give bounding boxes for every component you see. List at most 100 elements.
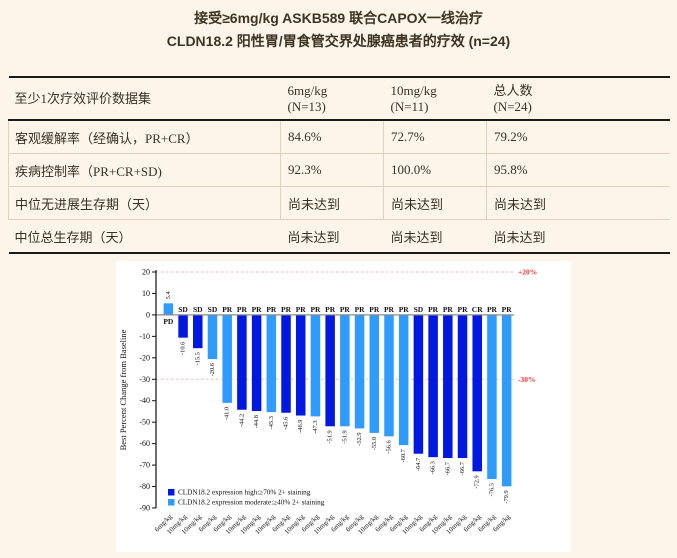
cell-value: 79.2% <box>486 119 670 154</box>
value-label: -64.7 <box>415 457 422 471</box>
value-label: -72.9 <box>474 475 481 488</box>
y-tick-label: 0 <box>146 310 150 319</box>
bar <box>457 314 468 459</box>
value-label: -20.6 <box>209 363 216 376</box>
header-col-6mg-n: (N=13) <box>287 98 326 114</box>
response-label: PR <box>266 305 277 314</box>
bar <box>163 303 174 315</box>
response-label: SD <box>178 305 188 314</box>
response-label: PR <box>355 305 366 314</box>
row-label: 客观缓解率（经确认，PR+CR） <box>8 119 281 154</box>
title-line-1: 接受≥6mg/kg ASKB589 联合CAPOX一线治疗 <box>194 10 483 26</box>
header-col-10mg-label: 10mg/kg <box>390 82 437 98</box>
response-label: PR <box>487 305 498 314</box>
bar <box>472 314 482 472</box>
value-label: 5.4 <box>165 291 172 300</box>
value-label: -44.2 <box>238 414 245 427</box>
response-label: PR <box>252 305 263 314</box>
cell-value: 95.8% <box>486 153 670 187</box>
waterfall-chart-panel: +20% -30% 20 10 0 -10 -20 -30 -40 -50 -60 -70 -80 -90… <box>116 261 571 552</box>
value-label: -51.9 <box>341 430 348 443</box>
y-tick-label: -40 <box>139 396 150 405</box>
table-row-pfs: 中位无进展生存期（天） 尚未达到 尚未达到 尚未达到 <box>8 186 670 220</box>
response-label: CR <box>472 305 483 314</box>
header-dataset: 至少1次疗效评价数据集 <box>8 77 281 121</box>
response-label: PR <box>310 305 321 314</box>
bar <box>281 314 291 413</box>
response-label: PR <box>428 305 439 314</box>
header-col-10mg: 10mg/kg (N=11) <box>383 77 487 121</box>
value-label: -66.7 <box>444 461 451 475</box>
waterfall-chart-svg: +20% -30% 20 10 0 -10 -20 -30 -40 -50 -60 -70 -80 -90… <box>118 268 537 537</box>
value-label: -52.9 <box>356 432 363 445</box>
y-tick-label: -50 <box>139 418 150 427</box>
cell-value: 尚未达到 <box>280 219 384 253</box>
bar <box>369 314 380 433</box>
response-label: PR <box>384 305 395 314</box>
value-label: -76.5 <box>488 483 495 496</box>
cell-value: 100.0% <box>383 153 487 187</box>
cell-value: 尚未达到 <box>486 219 670 253</box>
bar <box>266 314 277 413</box>
value-label: -44.8 <box>253 415 260 428</box>
table-row-os: 中位总生存期（天） 尚未达到 尚未达到 尚未达到 <box>8 219 670 253</box>
bar <box>443 314 453 459</box>
header-col-10mg-n: (N=11) <box>390 98 429 114</box>
response-label: PR <box>325 305 336 314</box>
response-label: PR <box>443 305 454 314</box>
legend-swatch <box>168 489 175 496</box>
reference-line-label: +20% <box>518 268 537 277</box>
title-line-2: CLDN18.2 阳性胃/胃食管交界处腺癌患者的疗效 (n=24) <box>166 33 511 49</box>
value-label: -10.6 <box>180 342 187 355</box>
y-tick-label: -80 <box>139 482 150 491</box>
value-label: -47.3 <box>312 420 319 433</box>
bar <box>413 314 424 454</box>
response-label: PR <box>222 305 233 314</box>
bar <box>178 314 188 338</box>
y-tick-label: -20 <box>139 353 150 362</box>
y-tick-label: -90 <box>139 504 150 513</box>
y-axis-title: Best Percent Change from Baseline <box>118 329 128 450</box>
cell-value: 72.7% <box>383 119 487 154</box>
bar <box>325 314 335 427</box>
value-label: -45.6 <box>283 417 290 430</box>
y-tick-label: -30 <box>139 375 150 384</box>
response-label: PR <box>340 305 351 314</box>
response-label: PR <box>281 305 292 314</box>
value-label: -66.3 <box>430 461 437 474</box>
response-label: PD <box>163 317 174 326</box>
y-tick-label: 10 <box>142 289 150 298</box>
response-label: PR <box>237 305 248 314</box>
header-col-6mg: 6mg/kg (N=13) <box>280 77 384 121</box>
bar <box>310 314 321 417</box>
value-label: -66.7 <box>459 461 466 475</box>
value-label: -79.9 <box>503 490 510 503</box>
bar <box>251 314 262 412</box>
response-label: PR <box>399 305 410 314</box>
bar <box>384 314 394 437</box>
y-tick-label: -60 <box>139 439 150 448</box>
value-label: -56.6 <box>385 440 392 453</box>
legend-swatch <box>168 499 175 506</box>
cell-value: 尚未达到 <box>383 186 487 220</box>
bar <box>207 314 218 360</box>
legend-label: CLDN18.2 expression high:≥70% 2+ stainin… <box>178 489 311 497</box>
bar <box>501 314 512 487</box>
response-label: PR <box>458 305 469 314</box>
bar <box>487 314 497 480</box>
value-label: -46.9 <box>297 420 304 433</box>
y-tick-label: 20 <box>142 268 150 277</box>
value-label: -15.5 <box>194 352 201 365</box>
response-label: PR <box>369 305 380 314</box>
y-tick-label: -70 <box>139 461 150 470</box>
bar <box>354 314 365 429</box>
page-title: 接受≥6mg/kg ASKB589 联合CAPOX一线治疗 CLDN18.2 阳… <box>0 7 677 53</box>
row-label: 中位总生存期（天） <box>8 219 281 253</box>
header-col-total-n: (N=24) <box>493 98 532 114</box>
cell-value: 尚未达到 <box>280 186 384 220</box>
y-tick-label: -10 <box>139 332 150 341</box>
cell-value: 92.3% <box>280 153 384 187</box>
value-label: -51.9 <box>327 430 334 443</box>
value-label: -55.0 <box>371 437 378 450</box>
response-label: PR <box>296 305 307 314</box>
